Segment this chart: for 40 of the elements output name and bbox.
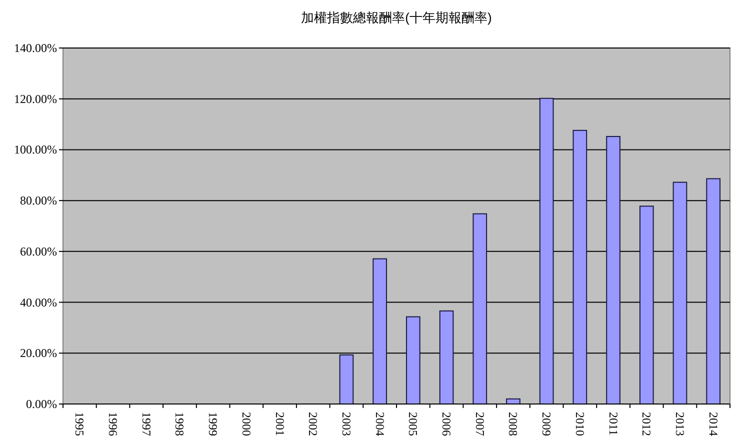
x-tick-label: 1996 [106,412,120,436]
bar [539,98,554,404]
x-tick-label: 2013 [672,412,687,436]
y-tick-label: 100.00% [14,142,57,157]
bar [439,310,454,404]
bar [639,206,654,404]
y-tick-label: 60.00% [20,244,57,258]
x-tick-label: 2003 [339,412,354,436]
y-tick-label: 80.00% [20,194,57,208]
bar [372,258,387,404]
x-tick-label: 2008 [506,412,520,436]
x-tick-label: 1997 [139,412,154,436]
bar [706,178,720,404]
x-tick-label: 2011 [606,412,620,436]
bar [472,213,488,404]
x-tick-label: 1998 [172,412,187,436]
x-tick-label: 2014 [706,412,720,436]
x-tick-label: 1995 [72,412,87,436]
y-tick-label: 120.00% [14,92,57,106]
y-tick-label: 20.00% [20,346,57,360]
chart-title: 加權指數總報酬率(十年期報酬率) [301,10,492,25]
x-tick-label: 2002 [306,412,320,436]
x-tick-label: 2009 [540,412,554,436]
x-tick-label: 2012 [640,412,654,436]
x-tick-label: 2004 [372,412,387,436]
bar [572,130,588,404]
x-tick-label: 2001 [272,412,287,436]
bar [406,316,420,404]
x-tick-label: 2000 [239,412,254,436]
bar [672,182,688,404]
y-tick-label: 40.00% [20,295,57,310]
bar [606,136,620,404]
x-tick-label: 2010 [572,412,587,436]
y-tick-label: 140.00% [14,41,57,55]
y-tick-label: 0.00% [26,397,57,411]
x-tick-label: 2005 [406,412,420,436]
x-tick-label: 2006 [440,412,454,436]
x-tick-label: 2007 [472,412,487,436]
x-tick-label: 1999 [206,412,220,436]
bar [339,354,354,404]
